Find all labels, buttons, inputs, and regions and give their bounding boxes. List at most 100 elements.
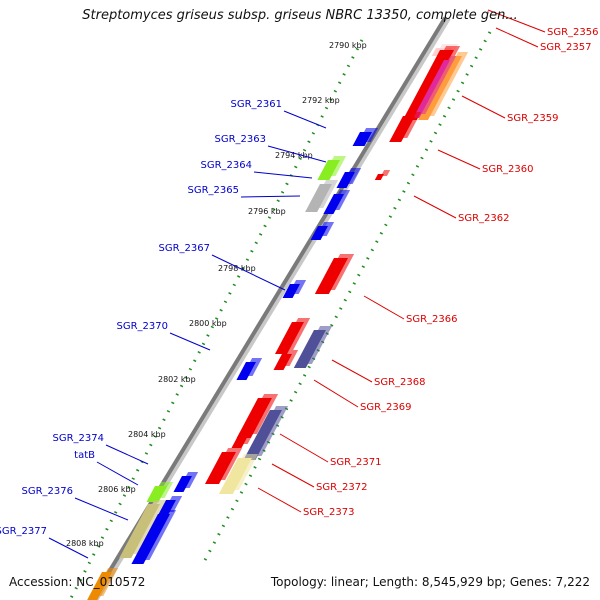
forward-gene-label[interactable]: SGR_2364 bbox=[201, 160, 253, 171]
gene-face bbox=[352, 132, 372, 146]
gene-face bbox=[87, 572, 112, 600]
gene-face bbox=[231, 432, 250, 448]
reverse-gene-label[interactable]: SGR_2372 bbox=[316, 482, 368, 493]
gene-face bbox=[218, 458, 252, 494]
reverse-gene-label[interactable]: SGR_2357 bbox=[540, 42, 592, 53]
reverse-leader-line bbox=[495, 27, 539, 48]
forward-leader-line bbox=[96, 461, 139, 486]
kbp-tick-label: 2794 kbp bbox=[275, 151, 313, 160]
gene-sgr-2363[interactable] bbox=[317, 156, 347, 180]
gene-sgr-2371b[interactable] bbox=[231, 428, 257, 448]
gene-sgr-2365[interactable] bbox=[305, 180, 339, 212]
gene-face bbox=[310, 226, 328, 240]
reverse-gene-label[interactable]: SGR_2369 bbox=[360, 402, 412, 413]
reverse-leader-line bbox=[363, 295, 405, 320]
gene-sgr-2377[interactable] bbox=[131, 510, 177, 564]
gene-face bbox=[282, 284, 300, 298]
reverse-gene-label[interactable]: SGR_2356 bbox=[547, 27, 599, 38]
reverse-leader-line bbox=[257, 487, 302, 513]
gene-sgr-2373[interactable] bbox=[218, 454, 259, 494]
gene-sgr-2371[interactable] bbox=[236, 394, 279, 438]
reverse-gene-label[interactable]: SGR_2366 bbox=[406, 314, 458, 325]
gene-face bbox=[317, 160, 340, 180]
gene-sgr-2359[interactable] bbox=[389, 112, 422, 142]
kbp-tick-label: 2790 kbp bbox=[329, 41, 367, 50]
gene-sgr-2370[interactable] bbox=[282, 280, 307, 298]
forward-gene-label[interactable]: SGR_2363 bbox=[215, 134, 267, 145]
kbp-tick-label: 2796 kbp bbox=[248, 207, 286, 216]
gene-sgr-2377-bottom[interactable] bbox=[87, 568, 119, 600]
gene-sgr-2366[interactable] bbox=[274, 318, 311, 354]
accession-text: Accession: NC_010572 bbox=[9, 575, 146, 589]
gene-face bbox=[293, 330, 326, 368]
kbp-tick-label: 2804 kbp bbox=[128, 430, 166, 439]
gene-face bbox=[273, 354, 292, 370]
forward-leader-line bbox=[211, 254, 286, 291]
gene-sgr-2369[interactable] bbox=[273, 350, 299, 370]
gene-sgr-2372[interactable] bbox=[243, 406, 289, 460]
gene-sgr-2365b[interactable] bbox=[323, 190, 351, 214]
kbp-tick-label: 2798 kbp bbox=[218, 264, 256, 273]
ruler-line-reverse bbox=[203, 31, 492, 561]
gene-face bbox=[314, 258, 348, 294]
forward-gene-label[interactable]: tatB bbox=[74, 450, 95, 461]
forward-gene-label[interactable]: SGR_2370 bbox=[117, 321, 169, 332]
gene-sgr-2376[interactable] bbox=[119, 500, 167, 558]
gene-sgr-2360[interactable] bbox=[374, 170, 391, 180]
gene-face bbox=[146, 486, 167, 502]
kbp-tick-label: 2806 kbp bbox=[98, 485, 136, 494]
reverse-leader-line bbox=[279, 433, 329, 463]
forward-gene-label[interactable]: SGR_2377 bbox=[0, 526, 47, 537]
gene-sgr-2362[interactable] bbox=[314, 254, 355, 294]
forward-leader-line bbox=[169, 332, 211, 351]
reverse-gene-label[interactable]: SGR_2373 bbox=[303, 507, 355, 518]
gene-sgr-2370b[interactable] bbox=[236, 358, 263, 380]
gene-tatb-b[interactable] bbox=[157, 496, 183, 516]
kbp-tick-label: 2802 kbp bbox=[158, 375, 196, 384]
gene-sgr-2367[interactable] bbox=[310, 222, 335, 240]
forward-gene-label[interactable]: SGR_2365 bbox=[188, 185, 240, 196]
reverse-gene-label[interactable]: SGR_2371 bbox=[330, 457, 382, 468]
forward-leader-line bbox=[283, 110, 327, 129]
gene-face bbox=[323, 194, 344, 214]
forward-gene-label[interactable]: SGR_2367 bbox=[159, 243, 211, 254]
gene-sgr-2364[interactable] bbox=[336, 168, 362, 188]
gene-face bbox=[389, 116, 415, 142]
gene-face bbox=[243, 410, 282, 460]
gene-face bbox=[236, 398, 272, 438]
gene-face bbox=[413, 60, 450, 118]
gene-face bbox=[204, 452, 236, 484]
gene-face bbox=[157, 500, 176, 516]
gene-sgr-2374[interactable] bbox=[173, 472, 199, 492]
gene-face bbox=[173, 476, 192, 492]
kbp-tick-label: 2808 kbp bbox=[66, 539, 104, 548]
reverse-gene-label[interactable]: SGR_2360 bbox=[482, 164, 534, 175]
forward-gene-label[interactable]: SGR_2374 bbox=[53, 433, 105, 444]
topology-text: Topology: linear; Length: 8,545,929 bp; … bbox=[270, 575, 590, 589]
kbp-tick-label: 2800 kbp bbox=[189, 319, 227, 328]
reverse-leader-line bbox=[437, 149, 481, 170]
gene-sgr-2357c[interactable] bbox=[413, 56, 457, 118]
gene-tatb[interactable] bbox=[146, 482, 174, 502]
chromosome-backbone bbox=[90, 16, 447, 600]
gene-face bbox=[119, 504, 160, 558]
forward-gene-label[interactable]: SGR_2376 bbox=[22, 486, 74, 497]
reverse-leader-line bbox=[313, 379, 359, 408]
forward-leader-line bbox=[253, 171, 313, 179]
forward-leader-line bbox=[48, 537, 89, 559]
gene-sgr-2368[interactable] bbox=[293, 326, 333, 368]
reverse-gene-label[interactable]: SGR_2368 bbox=[374, 377, 426, 388]
gene-face bbox=[305, 184, 332, 212]
gene-sgr-2372b[interactable] bbox=[204, 448, 243, 484]
reverse-leader-line bbox=[413, 195, 457, 219]
reverse-leader-line bbox=[461, 95, 506, 119]
reverse-gene-label[interactable]: SGR_2362 bbox=[458, 213, 510, 224]
reverse-gene-label[interactable]: SGR_2359 bbox=[507, 113, 559, 124]
gene-face bbox=[274, 322, 304, 354]
forward-leader-line bbox=[74, 497, 129, 521]
forward-gene-label[interactable]: SGR_2361 bbox=[231, 99, 283, 110]
gene-sgr-2361[interactable] bbox=[352, 128, 379, 146]
gene-face bbox=[374, 174, 384, 180]
